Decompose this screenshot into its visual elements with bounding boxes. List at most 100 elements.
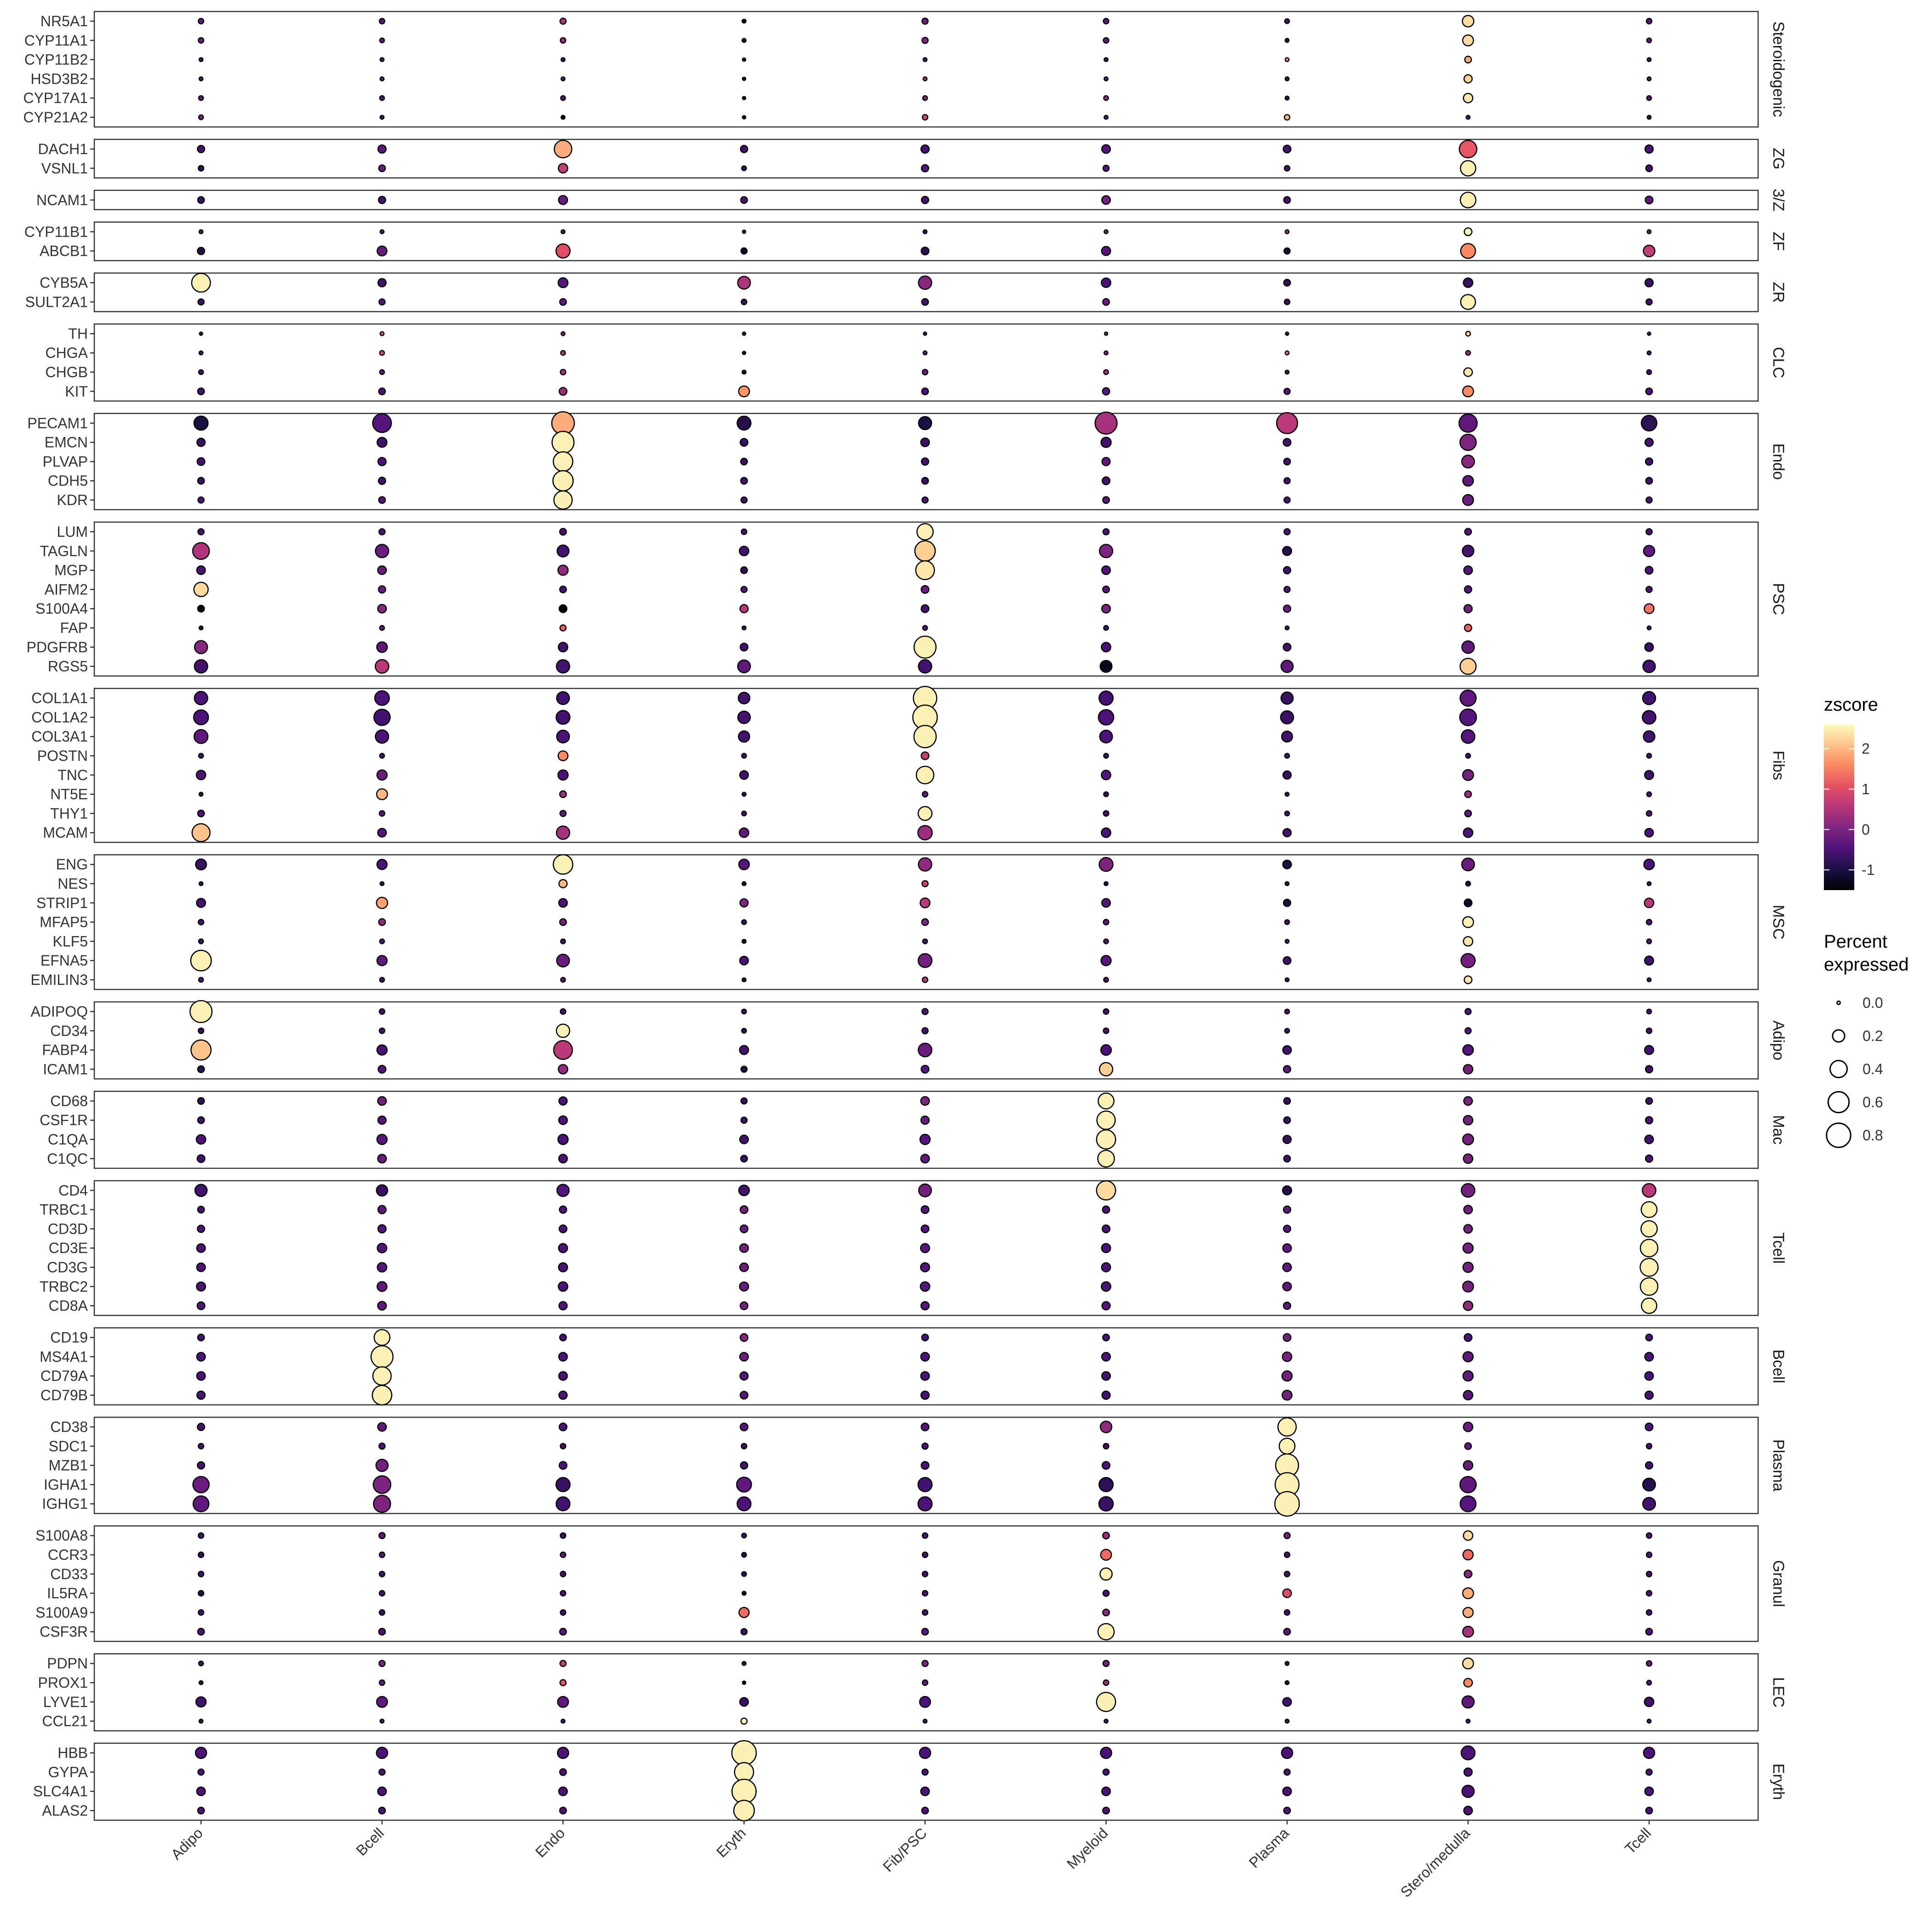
dot-c1qc-fib-psc	[920, 1154, 930, 1164]
dot-emcn-fib-psc	[920, 437, 930, 448]
gene-label-cd19: CD19	[50, 1329, 88, 1346]
dot-c1qa-tcell	[1644, 1134, 1654, 1144]
gene-label-cd38: CD38	[50, 1419, 88, 1435]
dot-eng-myeloid	[1098, 857, 1114, 872]
dot-ccl21-tcell	[1646, 1719, 1652, 1724]
dot-emcn-tcell	[1644, 437, 1654, 447]
dot-cd3d-myeloid	[1101, 1224, 1111, 1233]
gene-label-icam1: ICAM1	[43, 1061, 88, 1077]
dot-lum-eryth	[741, 528, 748, 535]
dot-gypa-fib-psc	[921, 1768, 929, 1776]
gene-label-cd79b: CD79B	[40, 1387, 88, 1403]
gene-label-mzb1: MZB1	[49, 1457, 88, 1474]
facet-label-adipo: Adipo	[1770, 1020, 1787, 1060]
dot-mgp-bcell	[377, 565, 387, 575]
dot-nes-endo	[558, 879, 568, 889]
dot-cd8a-bcell	[377, 1301, 387, 1311]
dot-klf5-endo	[560, 938, 566, 944]
dot-sult2a1-endo	[559, 298, 567, 306]
dot-lyve1-bcell	[376, 1696, 388, 1708]
size-legend-circle	[1826, 1122, 1852, 1148]
dot-ccl21-bcell	[380, 1719, 385, 1724]
dot-igha1-stero-medulla	[1459, 1476, 1477, 1494]
dot-il5ra-eryth	[742, 1591, 747, 1596]
dot-alas2-fib-psc	[921, 1806, 929, 1815]
dot-ccr3-fib-psc	[921, 1551, 929, 1558]
dot-col3a1-bcell	[374, 729, 390, 744]
dot-pdpn-tcell	[1645, 1660, 1653, 1667]
dot-gypa-myeloid	[1102, 1768, 1110, 1776]
dot-mzb1-stero-medulla	[1463, 1460, 1473, 1471]
dot-gypa-tcell	[1645, 1768, 1653, 1776]
dot-cd34-adipo	[197, 1027, 205, 1034]
dot-ms4a1-stero-medulla	[1462, 1351, 1474, 1363]
dot-pdpn-fib-psc	[921, 1660, 929, 1667]
gene-label-chga: CHGA	[46, 345, 88, 361]
dot-fap-stero-medulla	[1464, 624, 1472, 632]
dot-sult2a1-adipo	[197, 298, 205, 306]
dot-igha1-tcell	[1642, 1478, 1656, 1492]
dot-tnc-fib-psc	[915, 765, 935, 785]
dot-cd33-endo	[559, 1570, 567, 1577]
dot-plvap-adipo	[196, 457, 206, 466]
dot-efna5-bcell	[376, 954, 388, 966]
dot-alas2-adipo	[197, 1806, 205, 1815]
facet-label-3-z: 3/Z	[1770, 189, 1787, 211]
dot-sult2a1-eryth	[741, 299, 748, 305]
dot-cyp11a1-bcell	[379, 37, 385, 44]
dot-ms4a1-adipo	[196, 1351, 206, 1362]
dot-igha1-myeloid	[1098, 1477, 1114, 1492]
dot-cd4-myeloid	[1096, 1180, 1116, 1201]
dot-cyp11a1-endo	[559, 37, 567, 44]
dot-hbb-myeloid	[1100, 1747, 1112, 1759]
dot-c1qa-plasma	[1282, 1134, 1292, 1144]
dot-aifm2-stero-medulla	[1464, 585, 1472, 594]
dot-mzb1-fib-psc	[920, 1461, 930, 1470]
dot-kdr-stero-medulla	[1462, 494, 1474, 506]
dot-csf1r-myeloid	[1096, 1110, 1116, 1130]
dot-cyp11b1-bcell	[380, 229, 385, 235]
dot-cd19-tcell	[1645, 1334, 1653, 1342]
dot-thy1-tcell	[1645, 810, 1653, 817]
dot-col1a2-myeloid	[1098, 709, 1115, 726]
dot-il5ra-endo	[559, 1590, 567, 1597]
dot-s100a9-endo	[559, 1609, 567, 1616]
dot-cd3g-endo	[558, 1262, 568, 1272]
dot-cd34-tcell	[1645, 1027, 1653, 1034]
gene-label-cyp11b2: CYP11B2	[24, 52, 88, 68]
dot-col1a1-adipo	[194, 691, 208, 706]
dot-cd79b-stero-medulla	[1463, 1390, 1473, 1401]
dot-cd3e-plasma	[1282, 1243, 1292, 1253]
dot-cdh5-myeloid	[1101, 476, 1111, 485]
gene-label-cd8a: CD8A	[49, 1298, 88, 1314]
dot-c1qc-tcell	[1645, 1154, 1653, 1163]
dot-cd8a-myeloid	[1101, 1301, 1111, 1311]
panel-frame	[93, 1525, 1759, 1642]
gene-label-cyp17a1: CYP17A1	[23, 90, 88, 106]
dot-mzb1-eryth	[740, 1461, 748, 1470]
dot-cyb5a-eryth	[737, 276, 751, 290]
dot-chga-plasma	[1284, 350, 1290, 356]
dot-vsnl1-fib-psc	[921, 164, 929, 172]
dot-adipoq-tcell	[1646, 1008, 1652, 1015]
dot-cd3g-tcell	[1639, 1258, 1659, 1277]
dot-adipoq-fib-psc	[921, 1008, 929, 1015]
dot-cd33-tcell	[1645, 1570, 1653, 1577]
x-label-eryth: Eryth	[713, 1824, 749, 1860]
dot-cd79b-tcell	[1644, 1390, 1654, 1400]
dot-ncam1-stero-medulla	[1460, 191, 1477, 208]
gene-label-gypa: GYPA	[48, 1764, 88, 1780]
dot-hbb-eryth	[731, 1740, 757, 1766]
dot-cd8a-fib-psc	[920, 1301, 930, 1311]
dot-cd34-myeloid	[1103, 1027, 1110, 1034]
dot-strip1-plasma	[1283, 898, 1291, 907]
gene-label-abcb1: ABCB1	[40, 243, 88, 259]
dot-ccl21-adipo	[198, 1719, 204, 1724]
dot-cyp17a1-adipo	[198, 95, 204, 101]
dot-col1a2-eryth	[737, 710, 751, 724]
dot-adipoq-myeloid	[1103, 1008, 1110, 1015]
dot-cd33-fib-psc	[921, 1570, 929, 1577]
dot-alas2-stero-medulla	[1463, 1806, 1473, 1816]
dot-kdr-myeloid	[1102, 496, 1110, 504]
dot-cd19-fib-psc	[921, 1334, 929, 1342]
